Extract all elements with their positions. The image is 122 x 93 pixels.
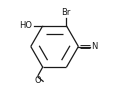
- Text: HO: HO: [20, 21, 33, 30]
- Text: O: O: [35, 76, 41, 85]
- Text: N: N: [91, 42, 97, 51]
- Text: Br: Br: [61, 8, 70, 17]
